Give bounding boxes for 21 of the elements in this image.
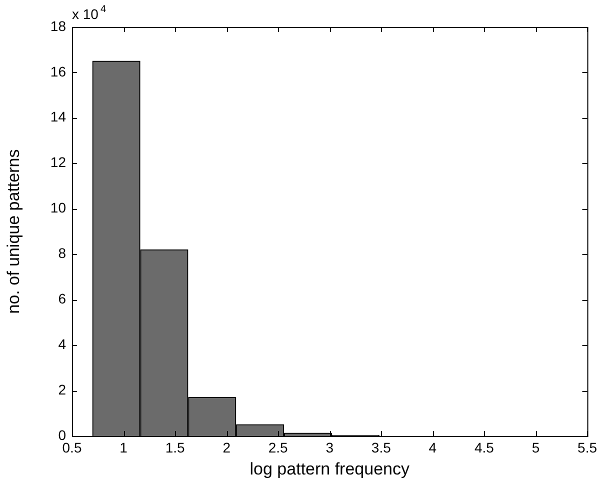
y-tick-label: 4 (58, 336, 66, 352)
x-tick-label: 1 (120, 439, 128, 456)
x-tick-label: 2 (222, 439, 231, 456)
y-tick-label: 6 (58, 290, 66, 307)
y-tick-label: 18 (50, 18, 66, 34)
y-tick-label: 12 (50, 154, 66, 170)
y-tick-label: 2 (58, 381, 66, 398)
y-tick-label: 14 (50, 108, 66, 125)
x-tick-label: 4 (428, 439, 437, 456)
x-tick-label: 3.5 (371, 439, 392, 456)
x-tick-label: 4.5 (474, 439, 494, 456)
x-tick-label: 5.5 (578, 439, 598, 456)
x-tick-label: 5 (532, 439, 540, 456)
x-tick-label: 2.5 (268, 439, 288, 456)
x-tick-label: 3 (326, 439, 334, 456)
x-axis-title: log pattern frequency (250, 459, 410, 478)
y-tick-label: 10 (50, 200, 66, 216)
y-axis-title: no. of unique patterns (4, 149, 23, 314)
y-tick-label: 16 (50, 63, 66, 80)
y-tick-label: 8 (58, 245, 66, 262)
x-tick-label: 1.5 (165, 439, 185, 456)
